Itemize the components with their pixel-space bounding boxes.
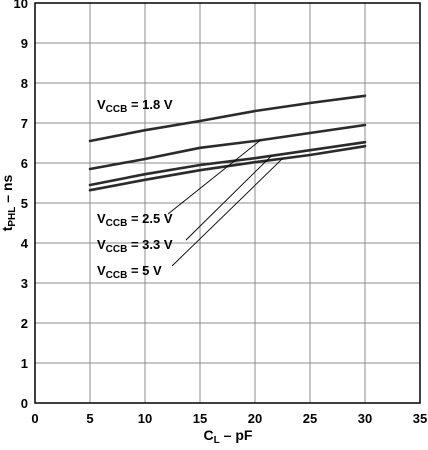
series-label-vccb-5v: VCCB = 5 V [97,263,162,281]
y-axis-title: tPHL – ns [0,175,18,232]
x-axis-ticks: 0 5 10 15 20 25 30 35 [31,411,427,426]
series-line-vccb-3-3v [88,140,367,187]
series-line-vccb-5v [88,144,367,192]
series-label-vccb-3-3v: VCCB = 3.3 V [97,237,173,255]
x-tick-label: 0 [31,411,38,426]
leader-line [171,158,283,267]
y-tick-label: 9 [21,36,28,51]
y-tick-label: 10 [14,0,28,11]
x-tick-label: 25 [303,411,317,426]
series-lines [88,94,367,192]
x-axis-title: CL – pF [204,427,253,446]
series-label-vccb-2-5v: VCCB = 2.5 V [97,211,173,229]
series-label-vccb-1-8v: VCCB = 1.8 V [97,97,173,115]
y-tick-label: 0 [21,396,28,411]
y-tick-label: 7 [21,116,28,131]
series-labels: VCCB = 1.8 V VCCB = 2.5 V VCCB = 3.3 V VCCB… [97,97,173,281]
y-tick-label: 6 [21,156,28,171]
label-leader-lines [167,139,283,267]
x-tick-label: 15 [193,411,207,426]
y-axis-ticks: 0 1 2 3 4 5 6 7 8 9 10 [14,0,29,411]
y-tick-label: 1 [21,356,28,371]
x-tick-label: 20 [248,411,262,426]
y-tick-label: 8 [21,76,28,91]
x-tick-label: 30 [358,411,372,426]
y-tick-label: 3 [21,276,28,291]
x-tick-label: 5 [86,411,93,426]
plot-area-frame [34,2,421,404]
y-tick-label: 5 [21,196,28,211]
leader-line [167,139,261,215]
x-tick-label: 35 [413,411,427,426]
series-line-vccb-2-5v [88,123,367,171]
y-tick-label: 2 [21,316,28,331]
x-tick-label: 10 [138,411,152,426]
series-line-vccb-1-8v [88,94,367,143]
y-tick-label: 4 [21,236,29,251]
grid [35,3,420,403]
leader-line [185,155,272,241]
